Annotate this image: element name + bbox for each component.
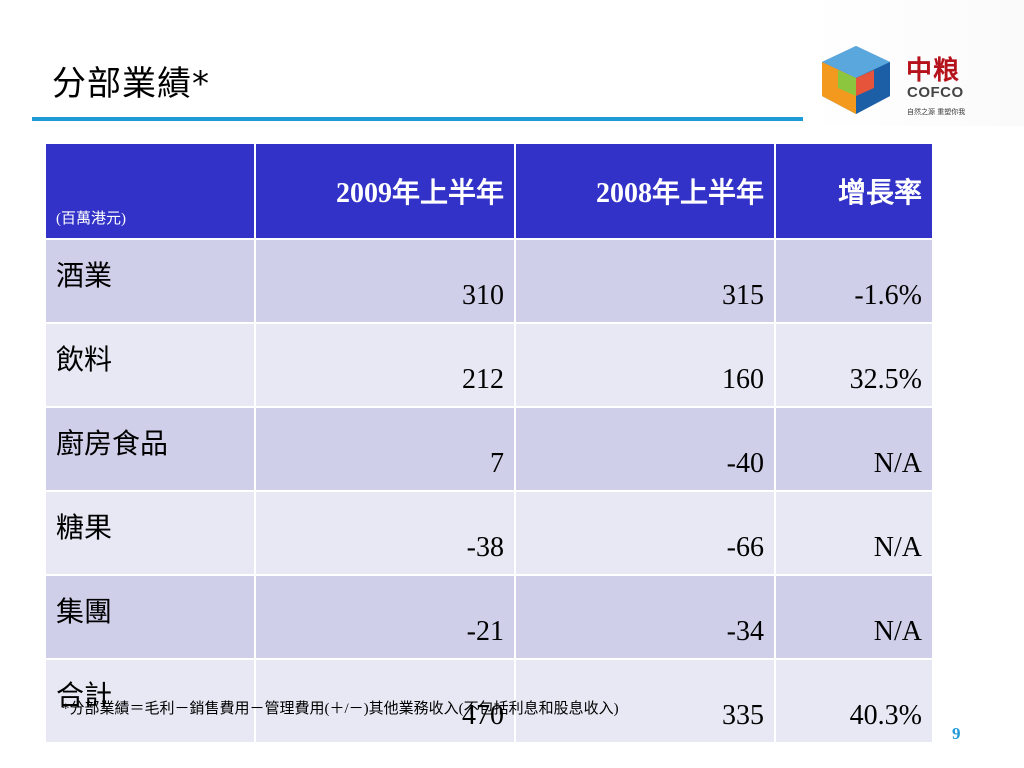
cell-growth: 32.5% [774,322,934,408]
cell-2009: 470 [254,658,516,744]
cell-growth: N/A [774,406,934,492]
cell-growth: N/A [774,490,934,576]
cube-logo-icon [822,46,890,114]
table-row: 飲料 212 160 32.5% [44,322,934,408]
table-header-row: (百萬港元) 2009年上半年 2008年上半年 增長率 [44,142,934,240]
cofco-logo: 中粮 COFCO 自然之源 重塑你我 [806,0,1024,126]
cell-2008: 315 [514,238,776,324]
row-label: 廚房食品 [44,406,256,492]
logo-tagline: 自然之源 重塑你我 [907,108,966,116]
cell-2008: -34 [514,574,776,660]
row-label: 糖果 [44,490,256,576]
row-label: 飲料 [44,322,256,408]
cell-2008: 335 [514,658,776,744]
cell-2008: -66 [514,490,776,576]
header-2008h1: 2008年上半年 [514,142,776,240]
logo-chinese-text: 中粮 [906,56,961,86]
table-row: 糖果 -38 -66 N/A [44,490,934,576]
cell-growth: -1.6% [774,238,934,324]
page-number: 9 [952,724,961,743]
table-row: 合計 470 335 40.3% [44,658,934,744]
title-divider [32,117,803,121]
header-growth-rate: 增長率 [774,142,934,240]
table-row: 廚房食品 7 -40 N/A [44,406,934,492]
table-row: 酒業 310 315 -1.6% [44,238,934,324]
cell-growth: N/A [774,574,934,660]
cell-2009: 7 [254,406,516,492]
row-label: 酒業 [44,238,256,324]
cell-2009: 310 [254,238,516,324]
header-2009h1: 2009年上半年 [254,142,516,240]
cell-2009: -21 [254,574,516,660]
row-label: 合計 [44,658,256,744]
cell-2008: 160 [514,322,776,408]
cell-2009: 212 [254,322,516,408]
table-row: 集團 -21 -34 N/A [44,574,934,660]
cell-2008: -40 [514,406,776,492]
footnote: *分部業績＝毛利－銷售費用－管理費用(＋/－)其他業務收入(不包括利息和股息收入… [62,701,619,717]
cell-2009: -38 [254,490,516,576]
slide-title: 分部業績* [52,64,210,104]
unit-label: (百萬港元) [44,142,256,240]
logo-english-text: COFCO [907,84,964,101]
segment-results-table: (百萬港元) 2009年上半年 2008年上半年 增長率 酒業 310 315 … [44,142,934,744]
row-label: 集團 [44,574,256,660]
cell-growth: 40.3% [774,658,934,744]
